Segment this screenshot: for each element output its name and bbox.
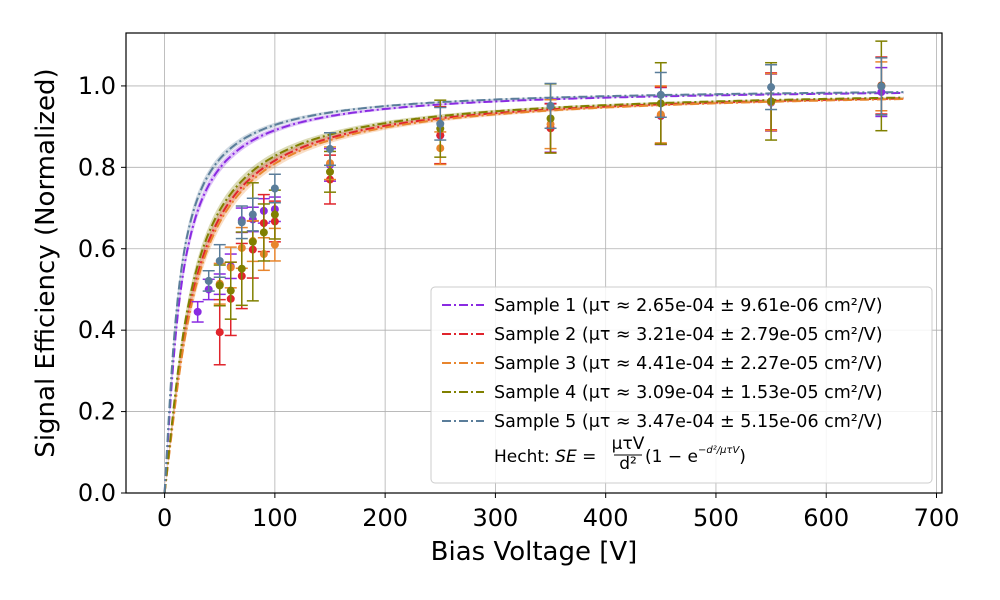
data-point-sample-3 [270,240,279,249]
data-point-sample-4 [259,228,268,237]
legend-box [430,286,933,484]
plot-frame [125,32,943,494]
y-axis-label: Signal Efficiency (Normalized) [31,68,61,457]
formula-numerator: μτV [612,434,645,454]
data-point-sample-5 [237,218,246,227]
data-point-sample-4 [270,210,279,219]
data-point-sample-4 [226,286,235,295]
formula-parenthesis: (1 − e−d²/μτV) [645,445,746,467]
fit-curve-sample-4 [163,96,904,494]
legend-label-sample-1: Sample 1 (μτ ≈ 2.65e-04 ± 9.61e-06 cm²/V… [494,296,883,316]
x-tick-label: 500 [693,504,739,532]
y-tick-label: 0.4 [78,316,116,344]
x-tick-label: 600 [803,504,849,532]
data-point-sample-2 [215,328,224,337]
y-tick-label: 0.6 [78,235,116,263]
data-point-sample-5 [326,145,334,154]
formula-paren-open: (1 − e [645,447,698,467]
x-tick-label: 100 [252,504,298,532]
data-point-sample-5 [270,184,279,193]
data-point-sample-5 [436,119,445,128]
data-point-sample-4 [237,264,246,273]
formula-prefix: Hecht: [494,447,555,467]
x-tick-label: 400 [583,504,629,532]
data-point-sample-5 [215,256,224,265]
formula-paren-close: ) [739,447,746,467]
formula-denominator: d² [619,454,637,474]
x-axis-label: Bias Voltage [V] [431,537,638,567]
legend-label-sample-4: Sample 4 (μτ ≈ 3.09e-04 ± 1.53e-05 cm²/V… [494,383,883,403]
data-point-sample-5 [767,83,776,92]
axis-ticks: 0 100 200 300 400 500 600 700 0.0 0.2 0.4 0.6 0.8 1.0 [78,72,960,532]
fit-curve-sample-1 [163,92,904,494]
legend-label-sample-3: Sample 3 (μτ ≈ 4.41e-04 ± 2.27e-05 cm²/V… [494,354,883,374]
y-tick-label: 0.8 [78,153,116,181]
legend: Sample 1 (μτ ≈ 2.65e-04 ± 9.61e-06 cm²/V… [430,286,933,484]
data-point-sample-5 [248,210,257,219]
data-point-sample-4 [215,281,224,290]
x-tick-label: 200 [362,504,408,532]
data-points [191,40,888,366]
formula-exponent: −d²/μτV [698,445,740,456]
fit-curve-sample-5 [163,91,904,494]
formula-se: SE [555,447,577,467]
y-tick-label: 0.0 [78,479,116,507]
x-tick-label: 0 [157,504,172,532]
data-point-sample-1 [193,307,202,316]
x-tick-label: 700 [914,504,960,532]
x-tick-label: 300 [472,504,518,532]
data-point-sample-4 [326,167,334,176]
data-point-sample-5 [877,82,886,91]
legend-label-sample-5: Sample 5 (μτ ≈ 3.47e-04 ± 5.15e-06 cm²/V… [494,412,883,432]
formula-eq: = [577,447,597,467]
data-point-sample-5 [204,276,213,285]
data-point-sample-5 [546,101,555,110]
fit-curves [163,91,904,494]
data-point-sample-4 [248,237,257,246]
legend-label-sample-2: Sample 2 (μτ ≈ 3.21e-04 ± 2.79e-05 cm²/V… [494,325,883,345]
fit-curve-sample-3 [163,98,904,494]
y-tick-label: 0.2 [78,398,116,426]
y-tick-label: 1.0 [78,72,116,100]
legend-formula: Hecht: SE = [494,447,596,467]
data-point-sample-5 [656,90,665,99]
